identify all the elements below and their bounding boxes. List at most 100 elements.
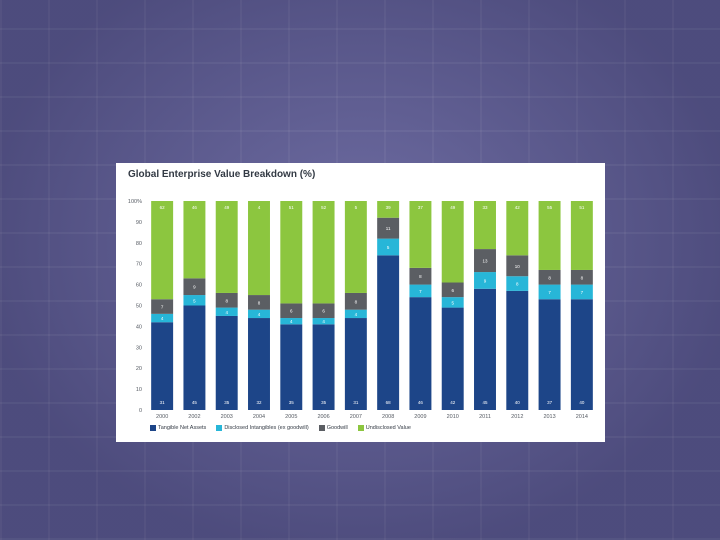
legend-entry: Undisclosed Value [357,425,411,431]
chart-card: Global Enterprise Value Breakdown (%) 0 1… [116,163,605,442]
x-tick-label: 2011 [479,414,491,420]
y-tick-label: 20 [136,366,142,372]
data-label: 5 [355,205,358,210]
legend-swatch [357,425,364,431]
legend-entry: Goodwill [318,425,348,431]
bar-segment [344,318,367,410]
bar-segment [248,318,270,410]
bar-segment [570,201,593,270]
bar-segment [506,255,529,277]
bar-segment [248,201,270,296]
data-label: 11 [386,226,391,231]
y-tick-label: 50 [136,304,142,310]
bar-segment [538,269,561,285]
data-label: 31 [160,400,166,405]
data-label: 49 [450,205,456,210]
bar-segment [183,201,206,279]
data-label: 10 [515,264,521,269]
data-label: 5 [387,245,390,250]
data-label: 4 [161,316,164,321]
y-tick-label: 0 [139,408,142,414]
bar-segment [248,309,270,319]
bar-segment [344,292,367,310]
bar-segment [151,322,174,410]
bar-segment [409,297,432,410]
bar-segment [151,313,174,323]
bar-segment [280,324,303,410]
bar-segment [344,309,367,319]
data-label: 4 [322,319,325,324]
data-label: 9 [484,278,487,283]
data-label: 4 [225,310,228,315]
x-tick-label: 2004 [253,414,265,420]
bar-segment [409,201,432,268]
data-label: 7 [419,289,422,294]
bar-segment [474,249,496,273]
x-tick-label: 2007 [350,414,362,420]
data-label: 33 [482,205,488,210]
legend-label: Goodwill [326,425,348,431]
data-label: 46 [192,205,198,210]
data-label: 4 [258,205,261,210]
data-label: 4 [290,319,293,324]
bar-segment [248,295,270,310]
data-label: 7 [548,290,551,295]
legend-label: Disclosed Intangibles (ex goodwill) [224,425,309,431]
data-label: 4 [355,312,358,317]
data-label: 5 [451,300,454,305]
bar-segment [474,288,496,410]
bar-segment [506,201,529,256]
bar-segment [151,201,174,300]
data-label: 40 [579,400,585,405]
bar-segment [151,299,174,314]
x-tick-label: 2013 [543,414,555,420]
data-label: 8 [516,282,519,287]
y-tick-label: 90 [136,220,142,226]
data-label: 35 [224,400,230,405]
data-label: 8 [419,274,422,279]
y-tick-label: 40 [136,324,142,330]
bar-segment [538,284,561,300]
bar-segment [409,284,432,298]
bar-segment [506,290,529,410]
data-label: 68 [386,400,392,405]
data-label: 6 [290,309,293,314]
bar-segment [377,217,400,239]
data-label: 46 [418,400,424,405]
data-label: 6 [322,309,325,314]
data-label: 45 [482,400,488,405]
data-label: 42 [515,205,521,210]
bar-segment [312,324,335,410]
y-tick-label: 70 [136,262,142,268]
data-label: 5 [193,298,196,303]
data-label: 7 [161,305,164,310]
bar-segment [215,292,238,308]
bar-segment [280,201,303,304]
data-label: 8 [355,299,358,304]
legend-label: Tangible Net Assets [158,425,207,431]
data-label: 8 [548,275,551,280]
bar-segment [441,297,464,308]
data-label: 39 [386,205,392,210]
data-label: 37 [547,400,553,405]
bar-segment [183,305,206,410]
bar-segment [570,284,593,300]
bar-segment [570,299,593,410]
x-tick-label: 2005 [285,414,297,420]
x-tick-label: 2014 [576,414,588,420]
data-label: 40 [515,400,521,405]
y-tick-label: 30 [136,345,142,351]
bar-segment [506,276,529,291]
data-label: 52 [321,205,327,210]
x-tick-label: 2008 [382,414,394,420]
x-tick-label: 2010 [447,414,459,420]
bar-segment [280,318,303,325]
data-label: 45 [192,400,198,405]
bar-segment [538,299,561,410]
y-tick-label: 100% [128,199,142,205]
data-label: 8 [258,300,261,305]
bar-segment [312,201,335,304]
bar-segment [441,201,464,283]
bar-segment [409,267,432,285]
data-label: 35 [321,400,327,405]
